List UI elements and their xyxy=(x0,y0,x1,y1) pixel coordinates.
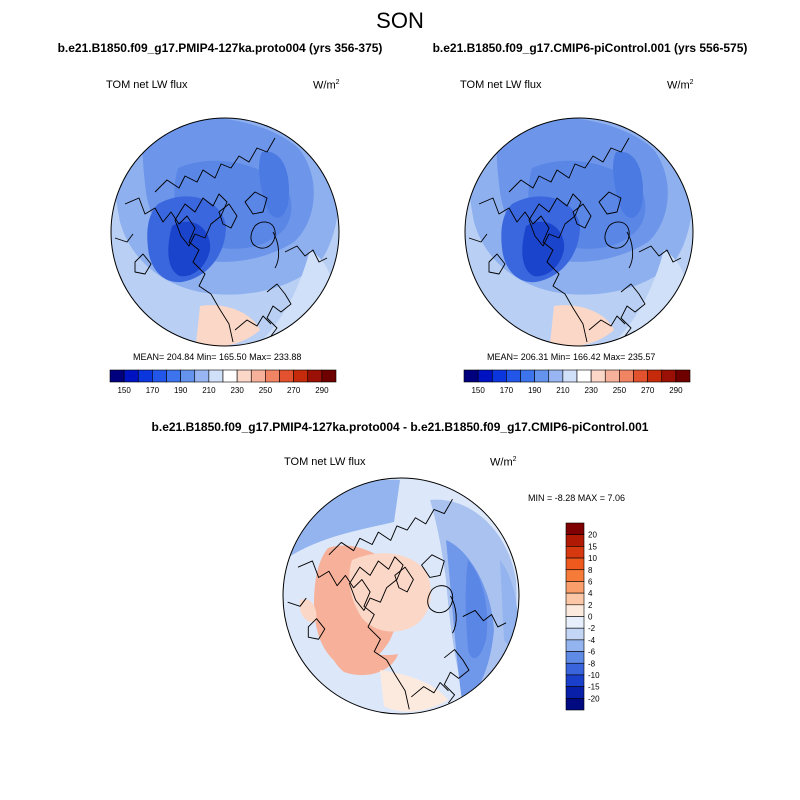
colorbar-swatch xyxy=(137,369,153,383)
colorbar-swatch xyxy=(565,686,585,699)
colorbar-swatch xyxy=(619,369,634,383)
colorbar-tick-label: 230 xyxy=(230,386,244,395)
colorbar-swatch xyxy=(180,369,196,383)
colorbar-tick-label: 150 xyxy=(471,386,485,395)
difference-variable: TOM net LW flux xyxy=(284,456,366,468)
colorbar-swatch xyxy=(548,369,564,383)
colorbar-tick-label: 8 xyxy=(588,566,593,575)
colorbar-swatch xyxy=(565,581,585,594)
colorbar-swatch xyxy=(565,616,585,629)
panel-left-map xyxy=(110,117,340,347)
colorbar-swatch xyxy=(534,369,550,383)
colorbar-tick-label: 190 xyxy=(174,386,188,395)
colorbar-swatch xyxy=(222,369,238,383)
colorbar-swatch xyxy=(565,662,585,676)
panel-left-colorbar: 150 170 190 210 230 250 270 290 xyxy=(109,369,337,395)
colorbar-tick-label: 270 xyxy=(641,386,655,395)
colorbar-swatch xyxy=(520,369,535,383)
colorbar-tick-label: 210 xyxy=(556,386,570,395)
panel-left-units: W/m2 xyxy=(313,79,340,92)
panel-right-units: W/m2 xyxy=(667,79,694,92)
difference-title: b.e21.B1850.f09_g17.PMIP4-127ka.proto004… xyxy=(151,420,649,434)
colorbar-tick-label: -10 xyxy=(588,671,600,680)
colorbar-tick-label: 2 xyxy=(588,601,593,610)
colorbar-tick-label: 250 xyxy=(613,386,627,395)
colorbar-tick-label: -4 xyxy=(588,636,596,645)
colorbar-tick-label: -6 xyxy=(588,648,596,657)
colorbar-swatch xyxy=(236,369,252,383)
colorbar-swatch xyxy=(265,369,280,383)
colorbar-tick-label: 4 xyxy=(588,589,593,598)
colorbar-tick-label: 230 xyxy=(584,386,598,395)
colorbar-swatch xyxy=(109,369,125,383)
colorbar-swatch xyxy=(565,592,585,606)
panel-left-variable: TOM net LW flux xyxy=(106,79,188,91)
colorbar-tick-label: -15 xyxy=(588,683,600,692)
colorbar-swatch xyxy=(576,369,592,383)
colorbar-swatch xyxy=(565,522,585,535)
colorbar-swatch xyxy=(604,369,620,383)
colorbar-swatch xyxy=(565,674,585,687)
colorbar-swatch xyxy=(565,557,585,571)
colorbar-tick-label: 270 xyxy=(287,386,301,395)
colorbar-swatch xyxy=(321,369,337,383)
colorbar-swatch xyxy=(293,369,309,383)
difference-stats: MIN = -8.28 MAX = 7.06 xyxy=(528,493,626,503)
colorbar-swatch xyxy=(166,369,181,383)
difference-units: W/m2 xyxy=(490,456,517,469)
panel-right-map xyxy=(464,117,694,347)
colorbar-swatch xyxy=(123,369,139,383)
season-title: SON xyxy=(376,8,424,33)
colorbar-swatch xyxy=(565,639,585,652)
colorbar-swatch xyxy=(565,546,585,559)
colorbar-swatch xyxy=(565,604,585,617)
panel-right-colorbar: 150 170 190 210 230 250 270 290 xyxy=(463,369,691,395)
colorbar-tick-label: 170 xyxy=(146,386,160,395)
colorbar-swatch xyxy=(565,698,585,711)
panel-right-case-title: b.e21.B1850.f09_g17.CMIP6-piControl.001 … xyxy=(432,41,748,55)
colorbar-swatch xyxy=(562,369,578,383)
colorbar-tick-label: 20 xyxy=(588,531,597,540)
colorbar-swatch xyxy=(152,369,167,383)
colorbar-tick-label: 190 xyxy=(528,386,542,395)
colorbar-tick-label: -2 xyxy=(588,624,596,633)
colorbar-swatch xyxy=(208,369,224,383)
colorbar-swatch xyxy=(675,369,691,383)
colorbar-tick-label: -20 xyxy=(588,694,600,703)
colorbar-swatch xyxy=(491,369,507,383)
colorbar-swatch xyxy=(307,369,323,383)
colorbar-tick-label: 210 xyxy=(202,386,216,395)
colorbar-tick-label: 290 xyxy=(315,386,329,395)
colorbar-swatch xyxy=(565,534,585,547)
colorbar-swatch xyxy=(565,651,585,664)
colorbar-swatch xyxy=(279,369,294,383)
colorbar-swatch xyxy=(647,369,663,383)
colorbar-swatch xyxy=(194,369,210,383)
colorbar-swatch xyxy=(661,369,677,383)
colorbar-swatch xyxy=(250,369,266,383)
colorbar-swatch xyxy=(565,627,585,641)
panel-left-stats: MEAN= 204.84 Min= 165.50 Max= 233.88 xyxy=(133,352,302,362)
colorbar-tick-label: 6 xyxy=(588,577,593,586)
colorbar-swatch xyxy=(463,369,479,383)
colorbar-swatch xyxy=(633,369,648,383)
colorbar-swatch xyxy=(506,369,521,383)
colorbar-tick-label: 290 xyxy=(669,386,683,395)
colorbar-tick-label: 0 xyxy=(588,613,593,622)
colorbar-swatch xyxy=(477,369,493,383)
colorbar-swatch xyxy=(565,569,585,582)
colorbar-tick-label: 15 xyxy=(588,542,597,551)
colorbar-swatch xyxy=(590,369,606,383)
difference-map xyxy=(282,477,520,715)
panel-right-variable: TOM net LW flux xyxy=(460,79,542,91)
colorbar-tick-label: 150 xyxy=(117,386,131,395)
colorbar-tick-label: 250 xyxy=(259,386,273,395)
panel-right-stats: MEAN= 206.31 Min= 166.42 Max= 235.57 xyxy=(487,352,656,362)
colorbar-tick-label: -8 xyxy=(588,659,596,668)
panel-left-case-title: b.e21.B1850.f09_g17.PMIP4-127ka.proto004… xyxy=(57,41,383,55)
colorbar-tick-label: 170 xyxy=(500,386,514,395)
colorbar-tick-label: 10 xyxy=(588,554,597,563)
